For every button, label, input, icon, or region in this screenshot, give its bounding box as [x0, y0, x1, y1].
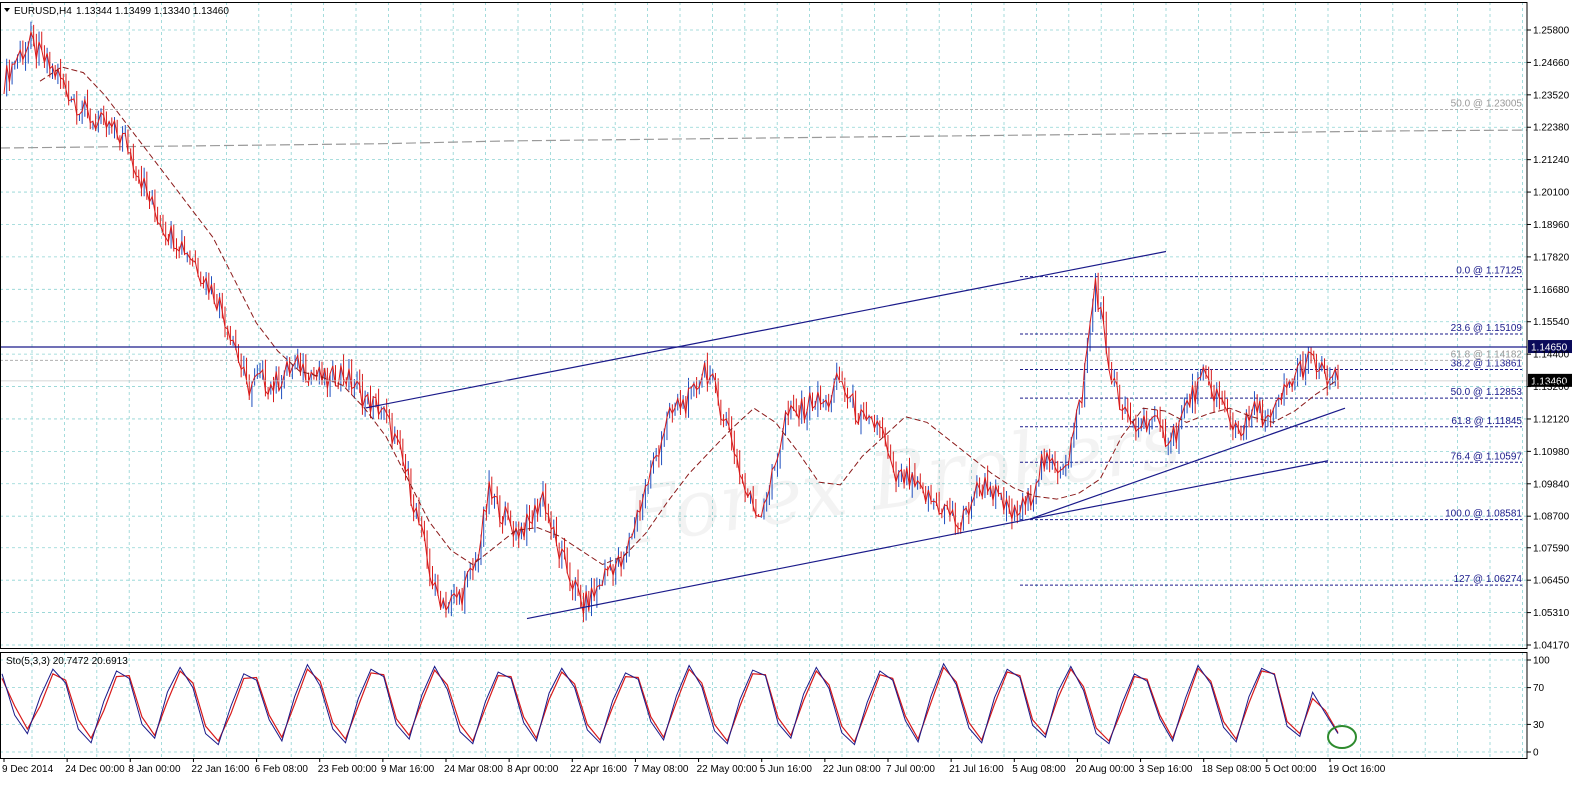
fib-level-label: 100.0 @ 1.08581	[1445, 509, 1522, 520]
y-tick-label: 1.09840	[1533, 479, 1570, 490]
x-tick-label: 19 Oct 16:00	[1328, 764, 1386, 775]
moving-average-200	[0, 129, 1528, 149]
y-tick-label: 100	[1533, 656, 1550, 667]
y-tick-label: 1.22380	[1533, 123, 1570, 134]
x-tick-label: 20 Aug 00:00	[1075, 764, 1134, 775]
stochastic-signal-line	[1, 666, 1339, 744]
trendline	[365, 250, 1167, 409]
x-tick-label: 3 Sep 16:00	[1139, 764, 1193, 775]
fib-level-label: 50.0 @ 1.12853	[1451, 387, 1523, 398]
y-tick-label: 1.24660	[1533, 58, 1570, 69]
x-tick-label: 5 Jun 16:00	[760, 764, 813, 775]
y-tick-label: 1.06450	[1533, 576, 1570, 587]
x-tick-label: 5 Oct 00:00	[1265, 764, 1317, 775]
trendline	[1029, 460, 1329, 520]
y-tick-label: 1.10980	[1533, 447, 1570, 458]
fib-old-level-label: 50.0 @ 1.23005	[1451, 98, 1523, 109]
y-tick-label: 1.18960	[1533, 220, 1570, 231]
x-tick-label: 8 Jan 00:00	[128, 764, 181, 775]
stochastic-oscillator	[1, 662, 1357, 749]
y-tick-label: 1.21240	[1533, 155, 1570, 166]
fib-level-label: 61.8 @ 1.11845	[1451, 416, 1522, 427]
fib-level-label: 23.6 @ 1.15109	[1451, 323, 1523, 334]
trendlines	[365, 250, 1346, 620]
x-tick-label: 23 Feb 00:00	[318, 764, 377, 775]
price-tag-current	[1528, 373, 1572, 387]
fibonacci-levels: 0.0 @ 1.17125 23.6 @ 1.15109 38.2 @ 1.1386…	[0, 98, 1523, 586]
x-tick-label: 24 Mar 08:00	[444, 764, 503, 775]
y-tick-label: 70	[1533, 683, 1545, 694]
y-tick-label: 1.13260	[1533, 382, 1570, 393]
x-tick-label: 7 Jul 00:00	[886, 764, 935, 775]
x-tick-label: 22 Jun 08:00	[823, 764, 881, 775]
x-tick-label: 8 Apr 00:00	[507, 764, 559, 775]
support-resistance-line[interactable]: 1.14650 1.13460	[0, 340, 1572, 387]
price-line	[3, 30, 1339, 615]
x-tick-label: 18 Sep 08:00	[1202, 764, 1262, 775]
x-tick-label: 22 Jan 16:00	[191, 764, 249, 775]
x-tick-label: 24 Dec 00:00	[65, 764, 125, 775]
main-pane-frame	[0, 2, 1528, 649]
y-tick-label: 0	[1533, 748, 1539, 759]
ma-200-line	[0, 129, 1528, 149]
x-tick-label: 9 Dec 2014	[2, 764, 54, 775]
y-tick-label: 1.14400	[1533, 350, 1570, 361]
y-tick-label: 1.20100	[1533, 188, 1570, 199]
ohlc-readout: 1.13344 1.13499 1.13340 1.13460	[76, 6, 229, 17]
x-tick-label: 9 Mar 16:00	[381, 764, 435, 775]
y-tick-label: 1.12120	[1533, 414, 1570, 425]
y-tick-label: 1.05310	[1533, 608, 1570, 619]
y-tick-label: 1.16680	[1533, 285, 1570, 296]
fib-level-label: 38.2 @ 1.13861	[1451, 358, 1523, 369]
y-tick-label: 1.15540	[1533, 317, 1570, 328]
dropdown-triangle-icon[interactable]	[4, 8, 10, 12]
symbol-label: EURUSD,H4	[14, 6, 72, 17]
x-tick-label: 22 May 00:00	[697, 764, 758, 775]
oscillator-pane-frame	[0, 652, 1528, 759]
fib-level-label: 127 @ 1.06274	[1453, 574, 1522, 585]
chart-header: EURUSD,H4 1.13344 1.13499 1.13340 1.1346…	[4, 6, 229, 17]
price-tag-resistance	[1528, 340, 1572, 354]
y-tick-label: 30	[1533, 720, 1545, 731]
y-tick-label: 1.17820	[1533, 252, 1570, 263]
trendline	[526, 518, 1031, 620]
grid	[0, 2, 1527, 758]
y-tick-label: 1.08700	[1533, 512, 1570, 523]
highlight-circle	[1327, 725, 1357, 749]
fib-level-label: 0.0 @ 1.17125	[1456, 266, 1522, 277]
moving-average-line	[39, 66, 1339, 566]
x-tick-label: 5 Aug 08:00	[1012, 764, 1066, 775]
x-tick-label: 22 Apr 16:00	[570, 764, 627, 775]
x-tick-label: 6 Feb 08:00	[255, 764, 309, 775]
x-tick-label: 7 May 08:00	[633, 764, 688, 775]
axes: 1.25800 1.24660 1.23520 1.22380 1.21240 1.201…	[0, 2, 1570, 775]
fib-level-label: 76.4 @ 1.10597	[1451, 451, 1523, 462]
y-tick-label: 1.23520	[1533, 90, 1570, 101]
trendline	[1029, 407, 1346, 520]
price-tag-resistance-label: 1.14650	[1531, 343, 1568, 354]
y-tick-label: 1.04170	[1533, 641, 1570, 652]
oscillator-title: Sto(5,3,3) 20.7472 20.6913	[6, 656, 128, 667]
price-tag-current-label: 1.13460	[1531, 376, 1568, 387]
y-tick-label: 1.25800	[1533, 26, 1570, 37]
y-tick-label: 1.07590	[1533, 543, 1570, 554]
moving-average	[39, 66, 1339, 566]
fib-old-level-label: 61.8 @ 1.14182	[1451, 349, 1523, 360]
x-tick-label: 21 Jul 16:00	[949, 764, 1004, 775]
stochastic-main-line	[1, 662, 1339, 746]
